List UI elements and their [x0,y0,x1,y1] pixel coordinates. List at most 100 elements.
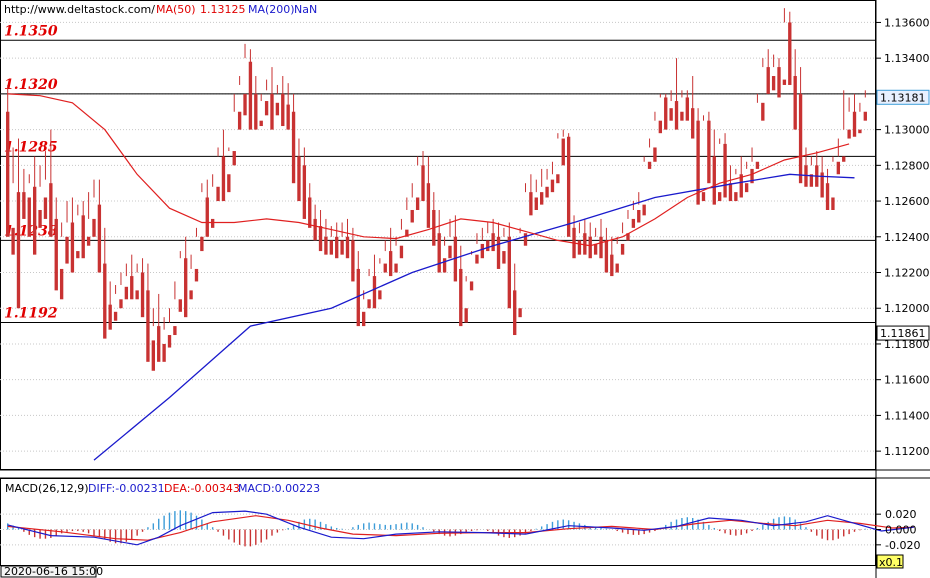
candle-body [405,229,409,237]
candle-body [92,218,96,237]
dea-line [7,515,914,541]
candle-body [475,254,479,264]
candle-body [291,111,296,184]
candle-body [604,240,609,273]
candle-body [65,236,69,264]
candle-body [281,93,285,127]
ma50-line [7,93,850,247]
candle-body [140,272,145,318]
y-tick-label: 1.11200 [884,445,930,458]
candle-body [270,93,274,130]
candle-body [647,161,652,169]
candle-body [723,143,727,198]
candle-body [378,290,382,300]
y-tick-label: 1.11800 [884,338,930,351]
candle-body [518,308,522,318]
macd-diff: DIFF:-0.00231 [88,482,165,495]
candle-body [237,111,242,130]
candle-body [367,299,371,309]
y-tick-label: 1.12800 [884,159,930,172]
candle-body [707,120,711,184]
candle-body [32,186,37,255]
candle-body [173,326,177,336]
candle-body [469,281,474,291]
candle-body [653,147,657,162]
y-tick-label: 1.12000 [884,302,930,315]
candle-body [798,93,803,184]
candle-body [674,101,679,130]
candle-body [189,290,193,300]
candle-body [631,218,636,228]
candle-body [103,263,107,339]
y-tick-label: 1.13000 [884,124,930,137]
timestamp: 2020-06-16 15:00 [4,565,103,578]
candle-body [318,226,323,252]
candle-body [507,236,511,309]
candle-body [205,197,209,237]
ma50-value: 1.13125 [200,3,246,16]
ma50-label: MA(50) [156,3,196,16]
candle-body [135,290,139,300]
zoom-box[interactable] [876,554,904,569]
candle-body [852,111,857,137]
macd-y-tick-label: -0.020 [885,539,920,552]
y-tick-label: 1.12200 [884,267,930,280]
y-tick-label: 1.12400 [884,231,930,244]
macd-dea: DEA:-0.00343 [164,482,240,495]
candle-body [588,236,592,259]
candle-body [561,138,565,166]
ma200-value: NaN [294,3,317,16]
candle-body [70,222,75,273]
candle-body [362,311,366,327]
candle-body [766,67,770,94]
candle-body [637,209,641,223]
candle-body [712,156,716,205]
candle-body [264,101,269,116]
source-url[interactable]: http://www.deltastock.com/ [4,3,155,16]
candle-body [59,268,64,300]
candle-body [383,263,387,273]
candle-body [335,236,339,259]
candle-body [22,192,26,219]
candle-body [6,111,10,237]
candle-body [523,233,528,246]
candle-body [329,240,333,255]
candle-body [701,192,706,202]
price-tag: 1.11861 [880,327,926,340]
candle-body [248,61,253,130]
candle-body [43,197,48,219]
candle-body [227,174,231,193]
candle-body [459,268,463,327]
candle-body [178,299,182,312]
candle-body [836,161,841,175]
price-tag: 1.13181 [880,91,926,104]
candle-body [577,240,582,255]
macd-y-tick-label: 0.000 [885,524,917,537]
candle-body [486,240,490,252]
candle-body [491,233,495,252]
candle-body [448,245,452,259]
candle-body [782,79,787,85]
candle-body [820,172,824,198]
candle-body [691,108,695,139]
candle-body [728,183,733,202]
candle-body [184,258,188,318]
price-tag-box [876,89,930,105]
candle-body [750,168,754,184]
candle-body [421,165,425,202]
candle-body [513,290,517,336]
candle-body [696,120,700,205]
candle-body [540,192,544,205]
candle-body [162,343,166,362]
candle-body [146,290,150,362]
zoom-level[interactable]: x0.1 [879,556,903,569]
candle-body [685,97,689,121]
candle-body [388,251,393,277]
candle-body [610,254,614,277]
candle-body [566,136,571,237]
candle-body [593,243,598,255]
candle-body [308,197,312,228]
candle-body [356,268,360,327]
